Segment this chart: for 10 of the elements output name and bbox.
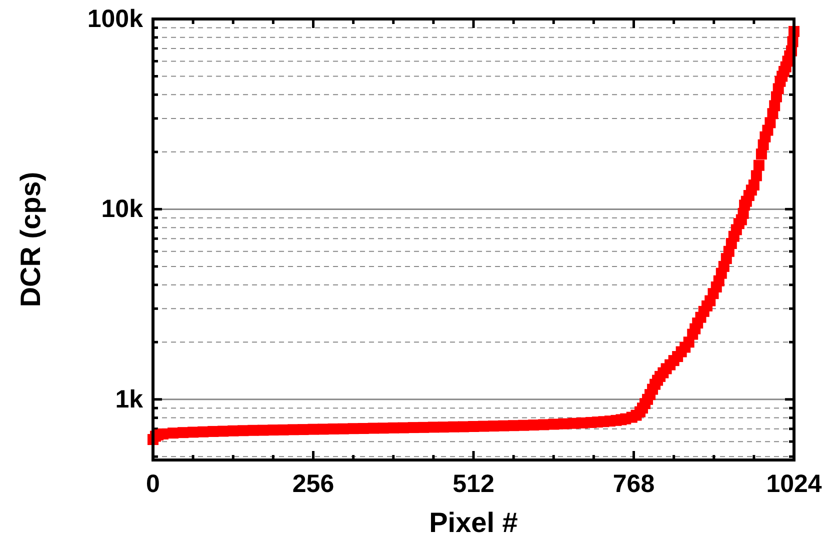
x-tick-label: 0	[146, 470, 160, 498]
x-tick-label: 768	[612, 470, 655, 498]
x-tick-label: 256	[292, 470, 334, 498]
x-tick-label: 1024	[766, 470, 822, 498]
y-axis-title: DCR (cps)	[15, 172, 46, 308]
y-tick-label: 100k	[87, 5, 144, 33]
y-tick-label: 1k	[115, 385, 144, 414]
x-tick-label: 512	[452, 470, 494, 498]
y-tick-label: 10k	[101, 195, 144, 224]
x-axis-title: Pixel #	[429, 507, 518, 538]
